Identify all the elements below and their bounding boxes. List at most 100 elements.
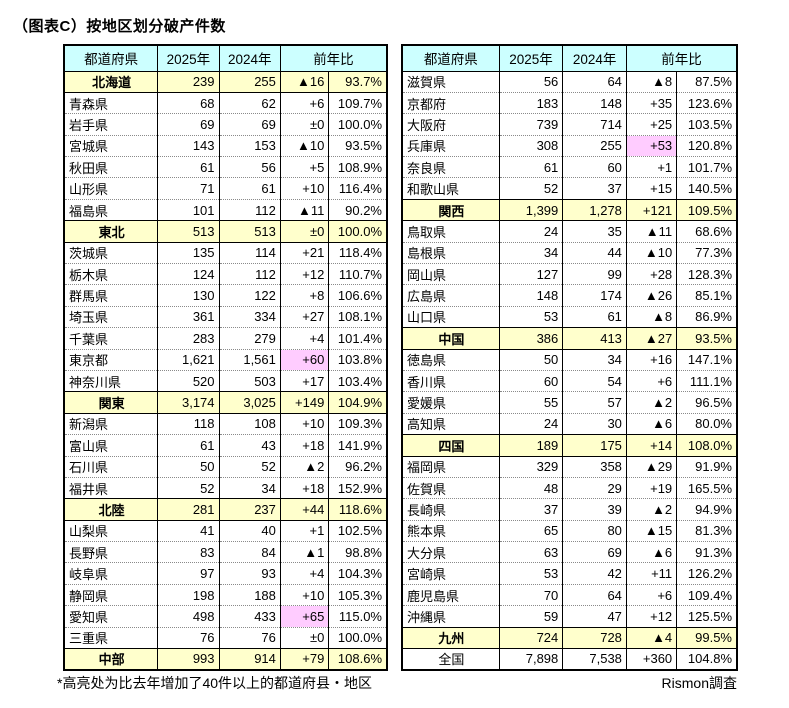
count-2025-cell: 61 xyxy=(157,434,220,457)
yoy-percent-cell: 100.0% xyxy=(328,626,387,649)
yoy-diff-cell: ▲16 xyxy=(279,70,329,93)
header-2024: 2024年 xyxy=(218,45,281,72)
header-row: 都道府県 2025年 2024年 前年比 xyxy=(402,45,737,72)
yoy-diff-cell: ▲2 xyxy=(279,455,329,478)
count-2024-cell: 175 xyxy=(562,434,627,457)
prefecture-name-cell: 大分県 xyxy=(402,541,500,563)
table-row: 長野県 83 84 ▲1 98.8% xyxy=(64,541,387,563)
count-2025-cell: 71 xyxy=(157,177,220,200)
yoy-percent-cell: 85.1% xyxy=(676,284,737,307)
count-2024-cell: 54 xyxy=(562,369,627,392)
table-row: 秋田県 61 56 +5 108.9% xyxy=(64,156,387,178)
count-2025-cell: 281 xyxy=(157,498,220,521)
table-row: 鳥取県 24 35 ▲11 68.6% xyxy=(402,220,737,243)
count-2024-cell: 93 xyxy=(218,562,281,585)
yoy-diff-cell: ▲8 xyxy=(625,305,677,328)
prefecture-name-cell: 高知県 xyxy=(402,412,500,435)
yoy-percent-cell: 94.9% xyxy=(676,498,737,521)
count-2024-cell: 1,278 xyxy=(562,198,627,221)
region-summary-row: 関東 3,174 3,025 +149 104.9% xyxy=(64,391,387,414)
count-2025-cell: 60 xyxy=(498,369,563,392)
prefecture-name-cell: 愛媛県 xyxy=(402,391,500,414)
count-2025-cell: 118 xyxy=(157,412,220,435)
prefecture-name-cell: 関東 xyxy=(64,391,158,414)
count-2025-cell: 59 xyxy=(498,605,563,628)
count-2025-cell: 24 xyxy=(498,220,563,243)
yoy-percent-cell: 126.2% xyxy=(676,562,737,585)
yoy-percent-cell: 125.5% xyxy=(676,605,737,628)
table-row: 大分県 63 69 ▲6 91.3% xyxy=(402,541,737,563)
count-2025-cell: 739 xyxy=(498,113,563,136)
header-prefecture: 都道府県 xyxy=(402,45,500,72)
yoy-diff-cell: ▲6 xyxy=(625,541,677,563)
count-2024-cell: 174 xyxy=(562,284,627,307)
yoy-percent-cell: 109.5% xyxy=(676,198,737,221)
region-summary-row: 四国 189 175 +14 108.0% xyxy=(402,434,737,457)
count-2024-cell: 64 xyxy=(562,71,627,93)
header-row: 都道府県 2025年 2024年 前年比 xyxy=(64,45,387,72)
table-row: 岩手県 69 69 ±0 100.0% xyxy=(64,113,387,136)
prefecture-name-cell: 長崎県 xyxy=(402,498,500,521)
table-row: 栃木県 124 112 +12 110.7% xyxy=(64,263,387,285)
count-2024-cell: 334 xyxy=(218,305,281,328)
table-row: 高知県 24 30 ▲6 80.0% xyxy=(402,412,737,435)
yoy-percent-cell: 96.2% xyxy=(328,455,387,478)
yoy-diff-cell: ▲11 xyxy=(625,220,677,243)
yoy-diff-cell: +1 xyxy=(279,519,329,542)
table-row: 愛媛県 55 57 ▲2 96.5% xyxy=(402,391,737,414)
table-row: 山梨県 41 40 +1 102.5% xyxy=(64,519,387,542)
region-summary-row: 中国 386 413 ▲27 93.5% xyxy=(402,327,737,350)
yoy-percent-cell: 109.3% xyxy=(328,412,387,435)
count-2024-cell: 3,025 xyxy=(218,391,281,414)
prefecture-name-cell: 関西 xyxy=(402,198,500,221)
header-yoy: 前年比 xyxy=(625,45,737,72)
table-body: 滋賀県 56 64 ▲8 87.5% 京都府 183 148 +35 123.6% 大阪府 739 71… xyxy=(402,71,737,670)
header-yoy: 前年比 xyxy=(279,45,387,72)
yoy-diff-cell: +149 xyxy=(279,391,329,414)
count-2025-cell: 56 xyxy=(498,71,563,93)
yoy-percent-cell: 90.2% xyxy=(328,198,387,221)
region-summary-row: 関西 1,399 1,278 +121 109.5% xyxy=(402,198,737,221)
count-2024-cell: 34 xyxy=(562,348,627,371)
yoy-percent-cell: 118.6% xyxy=(328,498,387,521)
yoy-percent-cell: 101.4% xyxy=(328,327,387,350)
count-2024-cell: 40 xyxy=(218,519,281,542)
yoy-percent-cell: 100.0% xyxy=(328,220,387,243)
count-2024-cell: 513 xyxy=(218,220,281,243)
yoy-percent-cell: 99.5% xyxy=(676,626,737,649)
count-2024-cell: 108 xyxy=(218,412,281,435)
yoy-percent-cell: 109.4% xyxy=(676,583,737,606)
yoy-diff-cell: ▲8 xyxy=(625,71,677,93)
yoy-diff-cell: +44 xyxy=(279,498,329,521)
yoy-percent-cell: 108.6% xyxy=(328,648,387,670)
prefecture-name-cell: 東京都 xyxy=(64,348,158,371)
count-2025-cell: 520 xyxy=(157,369,220,392)
yoy-diff-cell: +4 xyxy=(279,562,329,585)
prefecture-name-cell: 新潟県 xyxy=(64,412,158,435)
count-2024-cell: 1,561 xyxy=(218,348,281,371)
prefecture-name-cell: 島根県 xyxy=(402,241,500,264)
yoy-diff-cell: +53 xyxy=(625,134,677,157)
prefecture-name-cell: 中国 xyxy=(402,327,500,350)
count-2025-cell: 513 xyxy=(157,220,220,243)
count-2025-cell: 50 xyxy=(498,348,563,371)
count-2024-cell: 358 xyxy=(562,455,627,478)
prefecture-name-cell: 山形県 xyxy=(64,177,158,200)
table-row: 島根県 34 44 ▲10 77.3% xyxy=(402,241,737,264)
yoy-diff-cell: +11 xyxy=(625,562,677,585)
yoy-percent-cell: 86.9% xyxy=(676,305,737,328)
yoy-diff-cell: +360 xyxy=(625,648,677,670)
yoy-percent-cell: 104.8% xyxy=(676,648,737,670)
count-2024-cell: 255 xyxy=(218,70,281,93)
count-2025-cell: 76 xyxy=(157,626,220,649)
prefecture-name-cell: 青森県 xyxy=(64,91,158,114)
table-row: 岐阜県 97 93 +4 104.3% xyxy=(64,562,387,585)
count-2025-cell: 361 xyxy=(157,305,220,328)
yoy-percent-cell: 116.4% xyxy=(328,177,387,200)
yoy-diff-cell: +6 xyxy=(625,369,677,392)
count-2025-cell: 329 xyxy=(498,455,563,478)
yoy-diff-cell: ±0 xyxy=(279,113,329,136)
yoy-diff-cell: +6 xyxy=(279,91,329,114)
table-header: 都道府県 2025年 2024年 前年比 xyxy=(64,45,387,72)
